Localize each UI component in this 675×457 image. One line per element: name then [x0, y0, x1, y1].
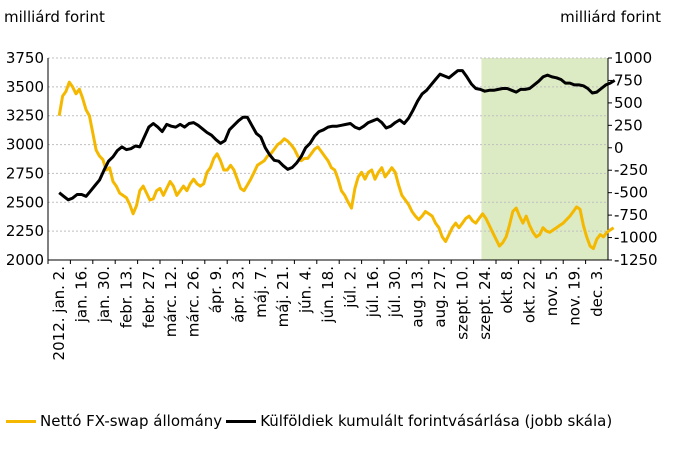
x-tick-label: márc. 26.: [185, 266, 203, 337]
left-tick-label: 3250: [6, 107, 44, 125]
x-tick-label: júl. 16.: [364, 266, 382, 318]
left-tick-label: 3500: [6, 78, 44, 96]
right-tick-label: 0: [614, 139, 624, 157]
x-tick-label: máj. 7.: [252, 266, 270, 318]
x-tick-label: okt. 8.: [498, 266, 516, 314]
x-tick-label: ápr. 23.: [229, 266, 247, 323]
left-tick-label: 3000: [6, 136, 44, 154]
x-tick-label: dec. 3.: [588, 266, 606, 317]
right-tick-label: -750: [614, 206, 648, 224]
x-tick-label: febr. 13.: [117, 266, 135, 328]
x-tick-label: nov. 19.: [565, 266, 583, 326]
right-tick-label: -1250: [614, 251, 658, 269]
legend-swatch-fx-swap: [6, 419, 36, 423]
right-tick-label: 750: [614, 71, 643, 89]
x-tick-label: máj. 21.: [274, 266, 292, 327]
right-tick-label: -250: [614, 161, 648, 179]
right-tick-label: 250: [614, 116, 643, 134]
right-axis-unit: milliárd forint: [560, 8, 661, 26]
x-tick-label: aug. 13.: [409, 266, 427, 328]
x-tick-label: nov. 5.: [543, 266, 561, 316]
legend-swatch-foreign-purchases: [226, 419, 257, 423]
x-tick-label: márc. 12.: [162, 266, 180, 337]
legend-item-foreign-purchases: Külföldiek kumulált forintvásárlása (job…: [226, 412, 612, 430]
legend-label-fx-swap: Nettó FX-swap állomány: [40, 412, 223, 430]
x-tick-label: aug. 27.: [431, 266, 449, 328]
legend-label-foreign-purchases: Külföldiek kumulált forintvásárlása (job…: [260, 412, 613, 430]
x-tick-label: jún. 18.: [319, 266, 337, 324]
x-tick-label: 2012. jan. 2.: [50, 266, 68, 360]
x-tick-label: júl. 2.: [341, 266, 359, 309]
left-tick-label: 2500: [6, 193, 44, 211]
x-tick-label: ápr. 9.: [207, 266, 225, 313]
right-tick-label: -1000: [614, 229, 658, 247]
x-tick-label: jan. 30.: [95, 266, 113, 323]
series-line-fx-swap: [57, 80, 615, 250]
left-axis-unit: milliárd forint: [4, 8, 105, 26]
left-tick-label: 2000: [6, 251, 44, 269]
x-tick-label: júl. 30.: [386, 266, 404, 318]
right-tick-label: 500: [614, 94, 643, 112]
right-tick-label: 1000: [614, 49, 652, 67]
x-tick-label: jan. 16.: [73, 266, 91, 323]
right-tick-label: -500: [614, 184, 648, 202]
left-tick-label: 2250: [6, 222, 44, 240]
line-chart: 20002250250027503000325035003750-1250-10…: [6, 49, 658, 360]
legend: Nettó FX-swap állomány Külföldiek kumulá…: [6, 412, 616, 430]
left-tick-label: 3750: [6, 49, 44, 67]
shaded-region: [481, 58, 608, 260]
series-line-foreign-purchases: [58, 69, 616, 202]
x-tick-label: szept. 24.: [476, 266, 494, 340]
legend-item-fx-swap: Nettó FX-swap állomány: [6, 412, 222, 430]
x-tick-label: febr. 27.: [140, 266, 158, 328]
x-tick-label: szept. 10.: [453, 266, 471, 340]
x-tick-label: jún. 4.: [297, 266, 315, 314]
x-tick-label: okt. 22.: [521, 266, 539, 323]
left-tick-label: 2750: [6, 164, 44, 182]
